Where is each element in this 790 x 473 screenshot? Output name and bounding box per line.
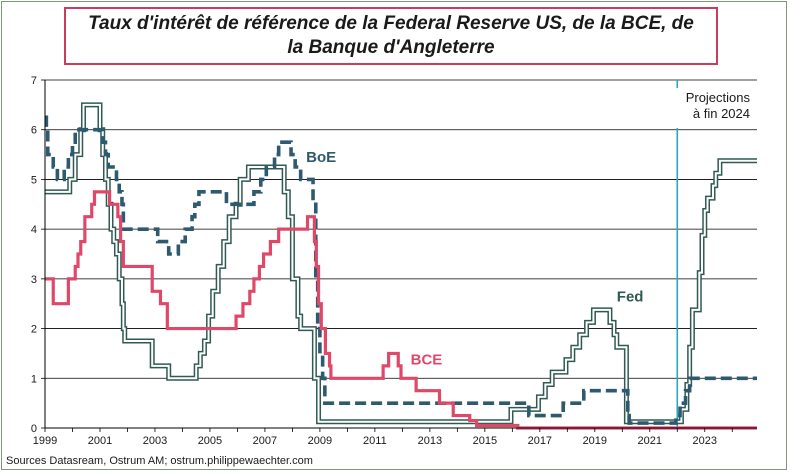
projection-label-line-1: Projections [686, 90, 751, 105]
series-labels: BoE Fed BCE [306, 149, 643, 368]
x-tick-label-2011: 2011 [363, 435, 387, 447]
y-tick-label-6: 6 [31, 125, 37, 137]
y-tick-label-1: 1 [31, 373, 37, 385]
y-tick-label-4: 4 [31, 224, 37, 236]
x-tick-label-2015: 2015 [473, 435, 497, 447]
x-tick-label-2003: 2003 [143, 435, 167, 447]
x-tick-label-2021: 2021 [638, 435, 662, 447]
x-tick-label-1999: 1999 [33, 435, 57, 447]
series-label-fed: Fed [617, 288, 644, 305]
series-label-boe: BoE [306, 149, 336, 166]
series-lines [44, 102, 757, 430]
x-tick-label-2019: 2019 [583, 435, 607, 447]
x-axis-tick-labels: 1999 2001 2003 2005 2007 2009 2011 2013 2015 2017… [33, 435, 717, 447]
x-tick-label-2005: 2005 [198, 435, 222, 447]
x-tick-label-2007: 2007 [253, 435, 277, 447]
y-tick-label-2: 2 [31, 324, 37, 336]
x-tick-label-2009: 2009 [308, 435, 332, 447]
y-tick-label-7: 7 [31, 75, 37, 87]
series-line-fed-inner [45, 103, 757, 423]
grid-lines [45, 79, 757, 379]
projection-label-line-2: à fin 2024 [693, 106, 750, 121]
y-tick-label-3: 3 [31, 274, 37, 286]
x-tick-label-2013: 2013 [418, 435, 442, 447]
series-line-boe [44, 115, 757, 425]
projection-label-bg [675, 88, 757, 128]
y-axis-tick-labels: 0 1 2 3 4 5 6 7 [31, 75, 37, 435]
x-tick-label-2017: 2017 [528, 435, 552, 447]
x-tick-label-2023: 2023 [693, 435, 717, 447]
x-tick-label-2001: 2001 [88, 435, 112, 447]
series-label-bce: BCE [411, 351, 443, 368]
y-tick-label-5: 5 [31, 174, 37, 186]
axes [41, 79, 757, 432]
chart-title: Taux d'intérêt de référence de la Federa… [88, 13, 694, 58]
series-line-bce [45, 190, 757, 430]
source-note: Sources Datasream, Ostrum AM; ostrum.phi… [6, 455, 313, 467]
chart-title-box: Taux d'intérêt de référence de la Federa… [64, 7, 718, 65]
y-tick-label-0: 0 [31, 423, 37, 435]
